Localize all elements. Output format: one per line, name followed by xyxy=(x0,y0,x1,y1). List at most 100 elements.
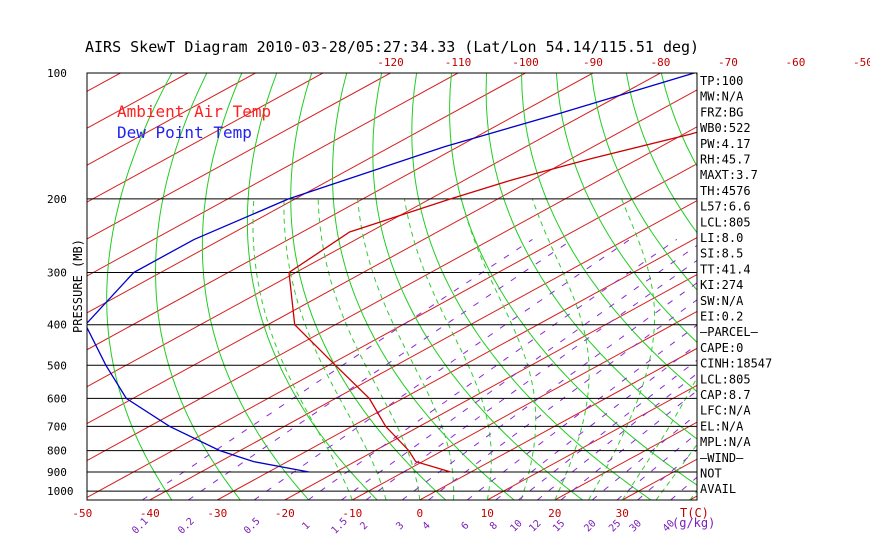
dry-adiabat-line xyxy=(731,73,870,500)
top-temp-tick-label: -110 xyxy=(445,56,472,69)
dry-adiabat-line xyxy=(836,73,870,500)
isotherm-line xyxy=(87,126,697,462)
dry-adiabat-line xyxy=(449,73,697,486)
ambient-air-temp-line xyxy=(288,131,697,473)
mixing-ratio-line xyxy=(307,238,678,500)
mixing-ratio-line xyxy=(188,238,573,500)
isotherm-line xyxy=(352,310,697,500)
index-value: LFC:N/A xyxy=(700,404,751,418)
moist-adiabat-line xyxy=(621,376,697,500)
bottom-temp-tick-label: 30 xyxy=(616,507,629,520)
pressure-tick-label: 800 xyxy=(47,445,67,458)
bottom-temp-tick-label: -10 xyxy=(342,507,362,520)
mixing-ratio-tick-label: 3 xyxy=(394,520,406,532)
index-value: PW:4.17 xyxy=(700,137,751,151)
pressure-tick-label: 500 xyxy=(47,359,67,372)
index-value: SW:N/A xyxy=(700,294,744,308)
index-value: LCL:805 xyxy=(700,215,751,229)
dry-adiabat-line xyxy=(766,73,870,500)
dry-adiabat-line xyxy=(290,73,447,500)
bottom-temp-tick-label: -30 xyxy=(207,507,227,520)
mixing-ratio-line xyxy=(560,390,697,500)
mixing-ratio-line xyxy=(142,238,533,500)
moist-adiabat-line xyxy=(404,198,492,500)
moist-adiabat-line xyxy=(531,198,590,500)
index-value: NOT xyxy=(700,467,722,481)
y-axis-label: PRESSURE (MB) xyxy=(71,239,85,333)
mixing-ratio-tick-label: 6 xyxy=(459,520,471,532)
bottom-temp-tick-label: 10 xyxy=(481,507,494,520)
mixing-ratio-tick-label: 2 xyxy=(358,520,370,532)
pressure-tick-label: 1000 xyxy=(47,485,74,498)
dry-adiabat-line xyxy=(372,73,583,500)
mixing-ratio-tick-label: 30 xyxy=(628,518,644,534)
moist-adiabat-line xyxy=(461,198,537,500)
dry-adiabat-line xyxy=(521,73,697,393)
isotherm-line xyxy=(87,73,526,314)
isotherm-line xyxy=(149,200,697,500)
isotherm-line xyxy=(757,73,870,500)
bottom-temp-tick-label: 20 xyxy=(548,507,561,520)
index-value: RH:45.7 xyxy=(700,153,751,167)
dry-adiabat-line xyxy=(332,73,515,500)
dew-point-temp-line xyxy=(87,73,695,473)
dry-adiabat-line xyxy=(801,73,870,500)
isotherm-line xyxy=(87,163,697,499)
dry-adiabat-line xyxy=(201,73,310,500)
mixing-ratio-line xyxy=(253,238,631,500)
mixing-ratio-line xyxy=(518,359,697,500)
top-temp-tick-label: -80 xyxy=(651,56,671,69)
index-value: CAPE:0 xyxy=(700,341,743,355)
mixing-ratio-tick-label: 20 xyxy=(582,518,598,534)
top-temp-tick-label: -60 xyxy=(786,56,806,69)
isotherm-line xyxy=(87,89,697,425)
index-value: SI:8.5 xyxy=(700,247,743,261)
x-unit-label: T(C) xyxy=(680,506,709,520)
index-value: TH:4576 xyxy=(700,184,751,198)
index-value: TT:41.4 xyxy=(700,262,751,276)
dry-adiabat-line xyxy=(485,73,697,440)
isotherm-line xyxy=(87,73,324,203)
mixing-ratio-tick-label: 0.5 xyxy=(242,516,263,537)
bottom-temp-tick-label: -40 xyxy=(140,507,160,520)
mixing-ratio-line xyxy=(495,343,697,500)
index-value: LI:8.0 xyxy=(700,231,743,245)
index-value: FRZ:BG xyxy=(700,105,743,119)
index-value: CAP:8.7 xyxy=(700,388,751,402)
dry-adiabat-line xyxy=(154,73,241,500)
index-value: —WIND— xyxy=(700,451,744,465)
dry-adiabat-line xyxy=(106,73,173,500)
pressure-tick-label: 100 xyxy=(47,67,67,80)
chart-title: AIRS SkewT Diagram 2010-03-28/05:27:34.3… xyxy=(85,38,699,56)
index-value: TP:100 xyxy=(700,74,743,88)
isotherm-line xyxy=(87,73,594,351)
moist-adiabat-line xyxy=(588,198,656,500)
index-value: EI:0.2 xyxy=(700,310,743,324)
moist-adiabat-line xyxy=(357,198,455,500)
isotherm-line xyxy=(87,73,391,240)
legend-entry: Ambient Air Temp xyxy=(117,102,271,121)
index-value: EL:N/A xyxy=(700,419,744,433)
bottom-temp-tick-label: 0 xyxy=(416,507,423,520)
dry-adiabat-line xyxy=(555,73,697,343)
index-value: LCL:805 xyxy=(700,372,751,386)
index-value: MW:N/A xyxy=(700,90,744,104)
index-value: CINH:18547 xyxy=(700,357,772,371)
index-value: WB0:522 xyxy=(700,121,751,135)
top-temp-tick-label: -70 xyxy=(718,56,738,69)
mixing-ratio-tick-label: 25 xyxy=(607,518,623,534)
top-temp-tick-label: -50 xyxy=(853,56,870,69)
dry-adiabat-line xyxy=(411,73,652,500)
top-temp-tick-label: -120 xyxy=(377,56,404,69)
isotherm-line xyxy=(284,273,697,500)
plot-frame xyxy=(86,72,698,501)
mixing-ratio-tick-label: 12 xyxy=(527,518,543,534)
index-value: KI:274 xyxy=(700,278,743,292)
mixing-ratio-tick-label: 1 xyxy=(300,520,312,532)
isotherm-line xyxy=(87,73,256,166)
mixing-unit-label: (g/kg) xyxy=(672,516,715,530)
isotherm-line xyxy=(487,384,697,500)
moist-adiabat-line xyxy=(283,198,387,500)
index-value: MAXT:3.7 xyxy=(700,168,758,182)
